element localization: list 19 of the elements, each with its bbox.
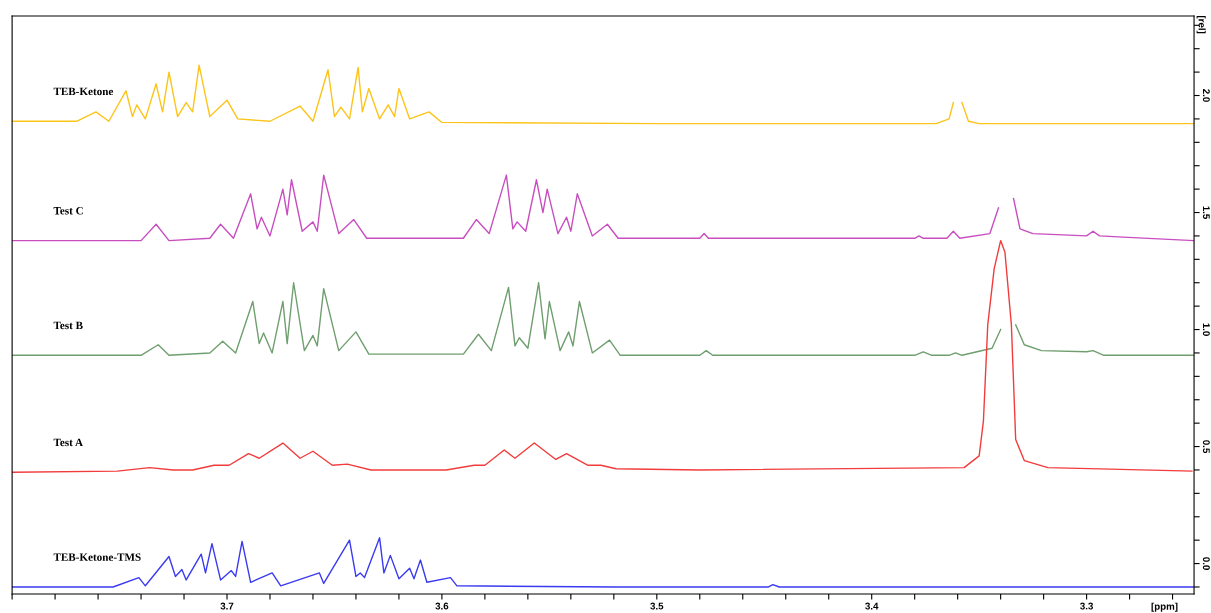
y-tick-label: 0.0 (1202, 557, 1210, 570)
x-axis-title: [ppm] (1151, 602, 1178, 612)
y-tick-label: 2.0 (1202, 89, 1210, 102)
x-tick-label: 3.6 (435, 602, 449, 610)
x-tick-label: 3.4 (865, 602, 879, 610)
text: Test B (53, 321, 83, 330)
y-tick-label: 1.5 (1202, 206, 1210, 220)
x-tick-label: 3.5 (650, 602, 664, 610)
y-tick-label: 0.5 (1202, 440, 1210, 454)
line-series (12, 239, 1193, 473)
y-axis-title: [rel] (1196, 15, 1206, 34)
series-label: TEB-Ketone-TMS (53, 553, 141, 561)
text: Test A (53, 438, 83, 447)
x-tick-label: 3.3 (1080, 602, 1093, 610)
series-label: TEB-Ketone (53, 87, 114, 96)
y-tick-label: 1.0 (1202, 323, 1210, 336)
line-series (12, 537, 1195, 588)
x-tick-label: 3.7 (220, 602, 234, 610)
text: Test C (53, 207, 83, 215)
